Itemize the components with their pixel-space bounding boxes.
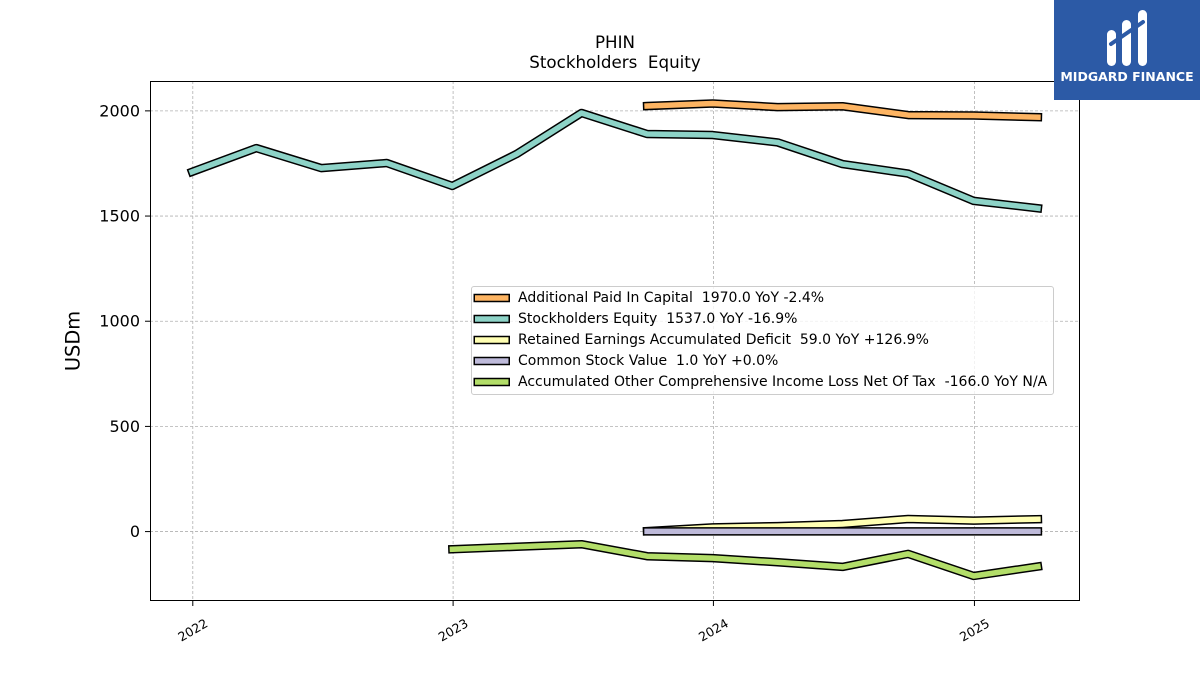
series-line-additional-paid-in-capital — [644, 100, 1041, 121]
y-tick-label: 1000 — [99, 312, 140, 331]
series-stockholders-equity — [186, 108, 1043, 213]
legend-entry-common-stock-value: Common Stock Value 1.0 YoY +0.0% — [473, 351, 1047, 372]
legend-label: Additional Paid In Capital 1970.0 YoY -2… — [518, 289, 825, 306]
legend-label: Stockholders Equity 1537.0 YoY -16.9% — [518, 310, 798, 327]
series-accumulated-other-comprehensive-income-loss-net-of-tax — [447, 539, 1043, 581]
legend-label: Common Stock Value 1.0 YoY +0.0% — [518, 353, 779, 370]
x-tick-label: 2024 — [696, 616, 731, 645]
legend-swatch-stockholders-equity — [473, 314, 510, 324]
legend-entry-stockholders-equity: Stockholders Equity 1537.0 YoY -16.9% — [473, 308, 1047, 329]
legend-entry-accumulated-other-comprehensive-income-loss-net-of-tax: Accumulated Other Comprehensive Income L… — [473, 372, 1047, 393]
y-tick-label: 0 — [130, 522, 140, 541]
plot-area-frame — [150, 81, 1080, 601]
y-tick-label: 1500 — [99, 207, 140, 226]
midgard-finance-logo: MIDGARD FINANCE — [1054, 0, 1200, 100]
x-tick-label: 2023 — [436, 616, 471, 645]
chart-subtitle: Stockholders Equity — [529, 52, 701, 72]
legend-swatch-retained-earnings-accumulated-deficit — [473, 335, 510, 345]
series-line-accumulated-other-comprehensive-income-loss-net-of-tax — [449, 541, 1042, 579]
x-tick-label: 2025 — [957, 616, 992, 645]
legend-swatch-accumulated-other-comprehensive-income-loss-net-of-tax — [473, 378, 510, 387]
legend-swatch-additional-paid-in-capital — [473, 293, 510, 302]
series-line-stockholders-equity — [188, 110, 1041, 212]
series-lines — [186, 99, 1043, 581]
y-axis-label: USDm — [62, 311, 85, 371]
series-additional-paid-in-capital — [642, 99, 1043, 122]
legend-label: Retained Earnings Accumulated Deficit 59… — [518, 331, 929, 348]
legend-label: Accumulated Other Comprehensive Income L… — [518, 374, 1048, 391]
series-outline-stockholders-equity — [186, 108, 1043, 213]
legend: Additional Paid In Capital 1970.0 YoY -2… — [471, 286, 1055, 395]
y-tick-label: 500 — [109, 417, 140, 436]
legend-entry-additional-paid-in-capital: Additional Paid In Capital 1970.0 YoY -2… — [473, 287, 1047, 308]
legend-entry-retained-earnings-accumulated-deficit: Retained Earnings Accumulated Deficit 59… — [473, 329, 1047, 350]
logo-wordmark: MIDGARD FINANCE — [1060, 69, 1194, 84]
y-tick-label: 2000 — [99, 101, 140, 120]
midgard-logo-icon — [1107, 10, 1147, 66]
chart-title: PHIN — [595, 32, 635, 52]
x-tick-label: 2022 — [175, 616, 210, 645]
legend-swatch-common-stock-value — [473, 356, 510, 366]
